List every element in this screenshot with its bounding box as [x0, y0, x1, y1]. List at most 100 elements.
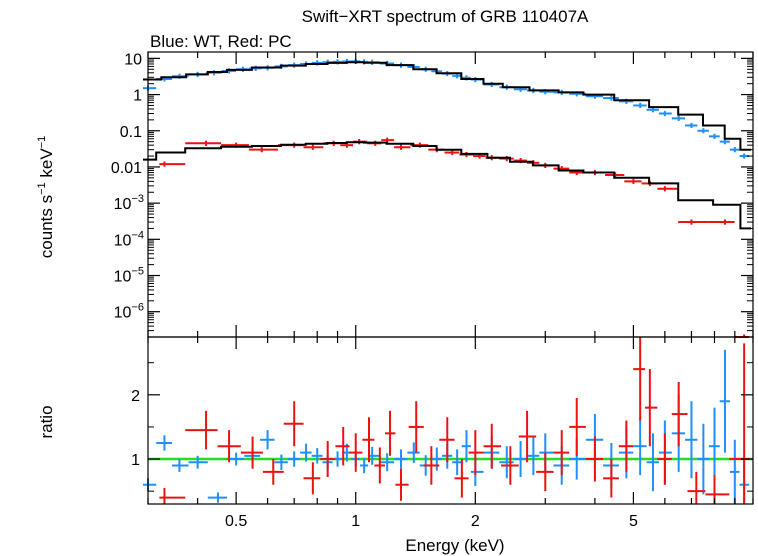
ratio-point-wt	[646, 433, 659, 492]
ratio-point-pc	[335, 426, 350, 466]
series-pc	[159, 137, 750, 338]
data-point-wt	[633, 102, 647, 109]
ratio-point-pc	[439, 417, 455, 463]
upper-y-tick-label: 0.1	[120, 124, 142, 141]
data-point-wt	[697, 128, 709, 134]
ratio-point-pc	[217, 430, 241, 463]
ratio-point-wt	[461, 430, 471, 463]
ratio-point-wt	[708, 407, 720, 485]
ratio-point-wt	[260, 430, 275, 450]
upper-y-tick-label: 10−3	[114, 193, 144, 213]
lower-y-tick-label: 1	[131, 452, 140, 469]
data-point-pc	[303, 144, 324, 150]
data-point-pc	[678, 219, 709, 225]
x-axis-label: Energy (keV)	[405, 536, 504, 555]
data-point-wt	[685, 122, 698, 129]
ratio-point-wt	[359, 457, 369, 474]
ratio-point-pc	[408, 401, 424, 453]
lower-panel	[142, 337, 753, 504]
data-point-pc	[444, 149, 460, 156]
ratio-point-wt	[685, 401, 698, 479]
upper-frame	[147, 51, 754, 338]
lower-frame	[147, 336, 754, 505]
ratio-point-wt	[171, 459, 189, 472]
upper-panel	[142, 58, 751, 338]
data-point-pc	[159, 161, 186, 167]
ratio-point-pc	[468, 430, 484, 476]
upper-y-tick-label: 10−4	[114, 229, 144, 249]
ratio-point-pc	[303, 462, 321, 495]
ratio-point-pc	[518, 410, 537, 463]
ratio-point-wt	[719, 349, 730, 453]
data-point-wt	[603, 95, 619, 101]
upper-y-tick-label: 1	[133, 88, 142, 105]
model-line-wt-model	[143, 61, 751, 151]
ratio-point-wt	[394, 449, 408, 469]
ratio-point-wt	[379, 453, 395, 472]
x-tick-label: 2	[471, 513, 480, 530]
data-point-pc	[657, 186, 679, 192]
upper-y-tick-label: 10	[124, 51, 142, 68]
data-point-pc	[248, 147, 278, 153]
axes: 0.5 1 2 5 10 1 0.1 0.01 10−3 10−4 10−5 10−6 1 2	[111, 51, 754, 530]
ratio-point-wt	[470, 457, 484, 487]
ratio-point-wt	[368, 446, 380, 465]
ratio-point-wt	[188, 455, 208, 469]
ratio-point-pc	[395, 468, 409, 501]
x-tick-label: 1	[351, 513, 360, 530]
upper-y-tick-label: 10−5	[114, 266, 144, 286]
data-point-wt	[708, 133, 720, 139]
data-point-wt	[729, 147, 740, 153]
ratio-point-pc	[553, 430, 570, 476]
ratio-point-pc	[362, 417, 375, 463]
ratio-point-pc	[603, 459, 619, 498]
ratio-point-pc	[283, 401, 304, 447]
ratio-point-wt	[633, 417, 647, 476]
ratio-point-wt	[311, 448, 323, 464]
ratio-point-pc	[159, 487, 186, 504]
data-point-wt	[142, 85, 157, 91]
ratio-point-wt	[539, 433, 554, 472]
ratio-point-pc	[585, 436, 604, 482]
lower-y-axis-label: ratio	[37, 405, 56, 438]
data-point-pc	[394, 144, 411, 150]
data-point-wt	[671, 115, 686, 121]
ratio-point-pc	[240, 436, 263, 469]
ratio-point-wt	[300, 443, 312, 462]
ratio-point-wt	[207, 492, 228, 503]
data-point-pc	[185, 140, 222, 146]
ratio-point-pc	[483, 423, 502, 469]
ratio-point-pc	[633, 337, 646, 421]
chart-subtitle: Blue: WT, Red: PC	[150, 32, 292, 51]
ratio-point-pc	[569, 398, 586, 456]
ratio-point-wt	[142, 478, 157, 492]
ratio-series-pc	[159, 337, 750, 504]
ratio-point-pc	[262, 459, 284, 485]
ratio-series-wt	[142, 349, 750, 504]
upper-y-tick-label: 0.01	[111, 160, 142, 177]
ratio-point-pc	[454, 459, 469, 498]
ratio-point-wt	[452, 449, 462, 476]
ratio-point-pc	[501, 446, 519, 485]
chart-title: Swift−XRT spectrum of GRB 110407A	[302, 7, 589, 26]
data-point-pc	[708, 219, 735, 225]
ratio-point-wt	[407, 442, 420, 463]
ratio-point-pc	[705, 475, 730, 504]
ratio-point-wt	[729, 439, 740, 504]
ratio-point-pc	[423, 446, 440, 485]
ratio-point-wt	[287, 451, 301, 467]
ratio-point-wt	[526, 436, 540, 476]
ratio-point-wt	[697, 423, 709, 495]
data-point-pc	[624, 178, 642, 184]
ratio-point-wt	[431, 447, 443, 471]
ratio-point-pc	[185, 410, 218, 450]
ratio-point-wt	[499, 446, 514, 479]
ratio-point-pc	[645, 369, 658, 447]
ratio-point-pc	[374, 447, 385, 484]
lower-y-tick-label: 2	[131, 388, 140, 405]
model-line-pc-model	[143, 141, 751, 230]
ratio-point-wt	[156, 435, 172, 451]
ratio-point-wt	[513, 441, 527, 478]
x-tick-label: 5	[629, 513, 638, 530]
